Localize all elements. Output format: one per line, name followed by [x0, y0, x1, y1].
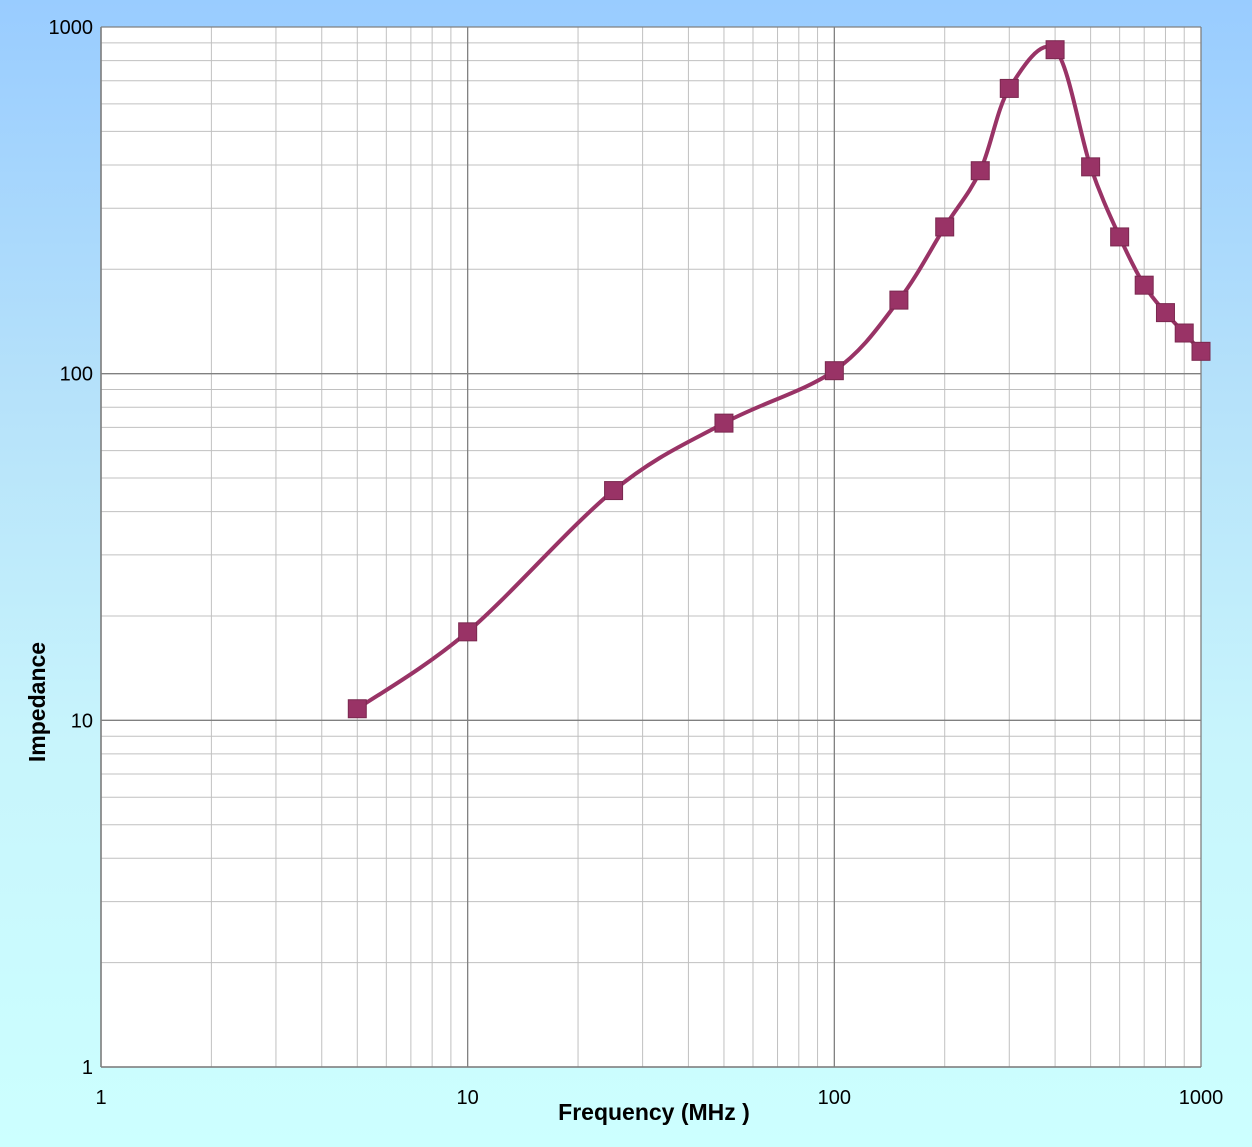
data-point-marker	[1045, 40, 1065, 60]
x-axis-title: Frequency (MHz )	[558, 1099, 750, 1125]
y-tick-label: 1000	[49, 17, 94, 39]
x-tick-label: 1000	[1179, 1087, 1224, 1109]
data-point-marker	[1155, 303, 1175, 323]
y-tick-label: 100	[60, 364, 93, 386]
data-point-marker	[999, 78, 1019, 98]
data-point-marker	[1081, 157, 1101, 177]
y-tick-label: 1	[82, 1057, 93, 1079]
data-point-marker	[1134, 275, 1154, 295]
data-point-marker	[458, 622, 478, 642]
y-axis-title: Impedance	[24, 642, 50, 762]
y-tick-label: 10	[71, 710, 93, 732]
data-point-marker	[970, 161, 990, 181]
data-point-marker	[714, 413, 734, 433]
plot-area	[101, 27, 1201, 1067]
data-point-marker	[1110, 227, 1130, 247]
x-axis-ticks: 1 10 100 1000	[95, 1087, 1223, 1109]
series-layer	[347, 40, 1211, 719]
grid-lines	[100, 26, 1202, 1068]
y-axis-ticks: 1 10 100 1000	[49, 17, 94, 1079]
data-point-marker	[604, 481, 624, 501]
data-point-marker	[824, 361, 844, 381]
data-point-marker	[889, 290, 909, 310]
x-tick-label: 10	[457, 1087, 479, 1109]
axes	[100, 27, 1201, 1068]
data-point-marker	[935, 217, 955, 237]
data-point-marker	[347, 699, 367, 719]
x-tick-label: 100	[818, 1087, 851, 1109]
x-tick-label: 1	[95, 1087, 106, 1109]
data-point-marker	[1174, 323, 1194, 343]
data-point-marker	[1191, 341, 1211, 361]
